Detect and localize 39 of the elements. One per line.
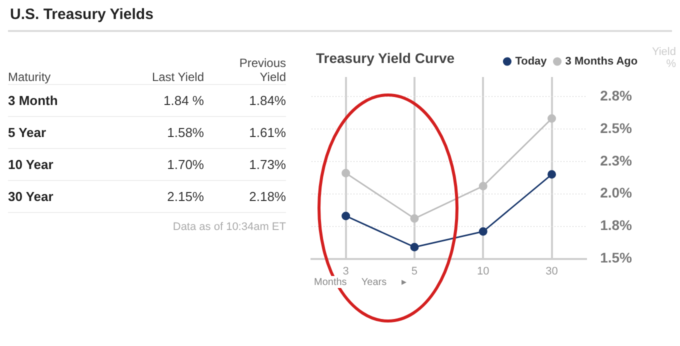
data-label: 2.18% <box>248 189 286 204</box>
y-tick-label: 1.5% <box>600 250 633 266</box>
text: U.S. Treasury Yields <box>10 6 154 23</box>
data-label: 1.70% <box>166 157 204 172</box>
point <box>410 242 419 252</box>
point <box>410 214 419 223</box>
data-label: 1.58% <box>166 125 204 140</box>
category-label: 10 Year <box>8 157 54 172</box>
data-label: 1.84% <box>248 93 286 108</box>
x-axis-title: Months Years ▸ <box>312 276 408 288</box>
point <box>342 168 350 178</box>
category-label: 3 Month <box>8 93 59 108</box>
data-label: 1.61% <box>248 125 286 140</box>
text: Maturity <box>8 70 52 84</box>
legend-label: 3 Months Ago <box>565 56 638 68</box>
data-label: 1.84 % <box>162 93 204 108</box>
x-tick-label: 3 <box>342 265 349 278</box>
text: Last Yield <box>150 70 204 84</box>
y-tick-label: 2.0% <box>600 184 633 201</box>
x-tick-label: 30 <box>546 265 558 278</box>
category-label: 5 Year <box>8 125 48 140</box>
x-tick-label: 10 <box>476 265 490 278</box>
x-tick-label: 5 <box>411 265 418 278</box>
point <box>342 212 350 220</box>
text: Previous Yield <box>238 56 286 84</box>
category-label: 30 Year <box>8 189 54 204</box>
y-tick-label: 2.8% <box>600 87 633 104</box>
point <box>478 227 488 236</box>
y-tick-label: 2.3% <box>600 152 633 168</box>
point <box>478 182 488 190</box>
data-label: 2.15% <box>166 189 204 204</box>
data-label: 1.73% <box>248 157 286 172</box>
y-tick-label: 1.8% <box>600 217 633 234</box>
y-tick-label: 2.5% <box>600 120 633 136</box>
legend-label: Today <box>515 56 548 68</box>
point <box>548 114 556 123</box>
text: Data as of 10:34am ET <box>172 221 286 233</box>
chart-title: Treasury Yield Curve <box>316 50 455 66</box>
point <box>548 170 556 179</box>
